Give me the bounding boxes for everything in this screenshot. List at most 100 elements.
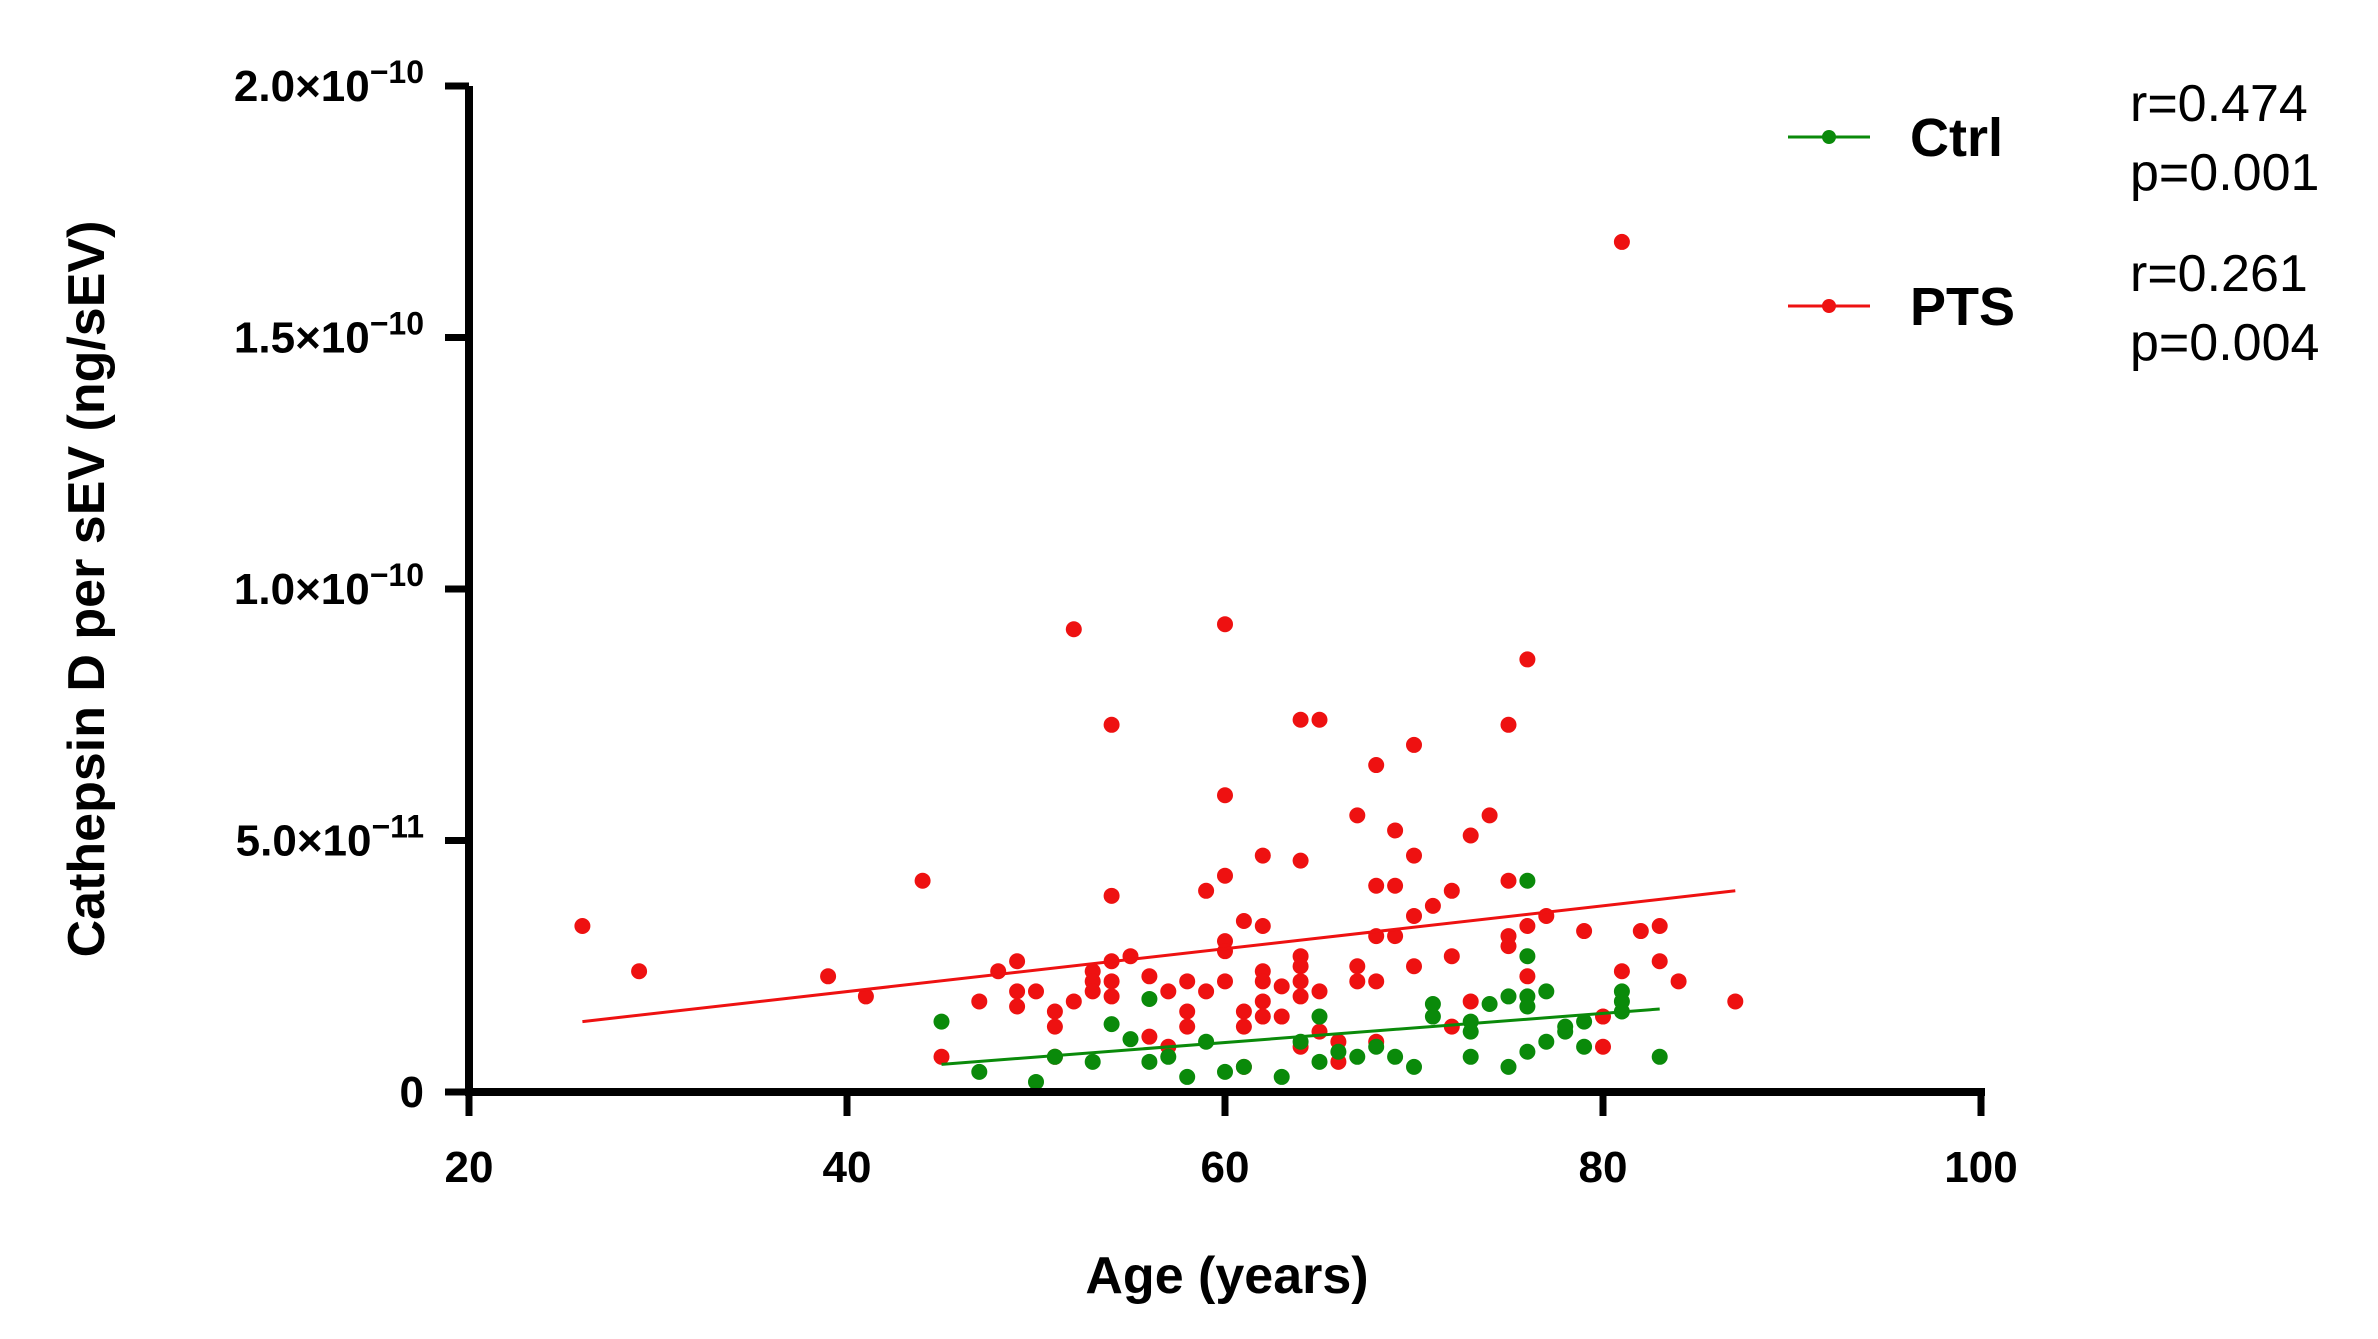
legend-ctrl-label: Ctrl — [1910, 108, 2003, 168]
pts-point — [1311, 711, 1328, 728]
pts-point — [1046, 1003, 1063, 1020]
x-tick-label: 20 — [445, 1143, 494, 1192]
pts-point — [1217, 943, 1233, 960]
ctrl-point — [1311, 1008, 1328, 1025]
pts-point — [1349, 807, 1366, 824]
ctrl-point — [1651, 1048, 1668, 1065]
ctrl-point — [1538, 983, 1555, 1000]
ctrl-point — [1217, 1063, 1233, 1080]
pts-point — [1424, 897, 1441, 914]
pts-point — [1009, 953, 1026, 970]
pts-point — [1046, 1018, 1063, 1035]
pts-point — [1651, 918, 1668, 935]
pts-point — [1028, 983, 1044, 1000]
legend-pts-marker — [1822, 299, 1836, 313]
pts-point — [820, 968, 837, 985]
pts-point — [1368, 757, 1385, 774]
pts-point — [1103, 716, 1120, 733]
pts-point — [1084, 983, 1101, 1000]
pts-point — [1198, 882, 1215, 899]
pts-point — [1443, 948, 1460, 965]
pts-point — [1406, 736, 1422, 753]
y-tick-label: 2.0×10−10 — [234, 54, 424, 111]
pts-point — [1292, 973, 1309, 990]
pts-point — [1349, 958, 1366, 975]
ctrl-point — [1084, 1053, 1101, 1070]
y-tick-label: 5.0×10−11 — [236, 809, 424, 866]
ctrl-point — [1500, 988, 1517, 1005]
pts-trendline — [582, 889, 1736, 1024]
pts-point — [1179, 1018, 1196, 1035]
pts-point — [1595, 1008, 1611, 1025]
stat-ctrl-p: p=0.001 — [2130, 144, 2319, 202]
x-axis-title: Age (years) — [1085, 1247, 1368, 1305]
ctrl-point — [1028, 1073, 1044, 1090]
ctrl-point — [1424, 1008, 1441, 1025]
pts-point — [1443, 1018, 1460, 1035]
pts-point — [1292, 711, 1309, 728]
pts-point — [1651, 953, 1668, 970]
pts-point — [1235, 912, 1252, 929]
pts-point — [1387, 877, 1404, 894]
pts-point — [1217, 787, 1233, 804]
pts-point — [1462, 993, 1479, 1010]
pts-point — [1009, 998, 1026, 1015]
pts-point — [1273, 1008, 1290, 1025]
stat-pts-r: r=0.261 — [2130, 245, 2308, 303]
pts-point — [1065, 993, 1082, 1010]
pts-point — [1576, 923, 1593, 940]
ctrl-point — [1179, 1068, 1196, 1085]
pts-point — [1519, 918, 1536, 935]
ctrl-point — [1519, 948, 1536, 965]
pts-point — [1519, 968, 1536, 985]
y-tick-exponent: −10 — [370, 557, 424, 593]
y-tick-exponent: −11 — [371, 809, 424, 845]
pts-point — [1519, 651, 1536, 668]
pts-point — [1254, 918, 1271, 935]
y-ticks: 05.0×10−111.0×10−101.5×10−102.0×10−10 — [234, 54, 469, 1117]
pts-point — [1670, 973, 1687, 990]
ctrl-point — [1481, 995, 1498, 1012]
ctrl-point — [1538, 1033, 1555, 1050]
y-tick-mantissa: 1.5×10 — [234, 314, 370, 363]
pts-point — [1141, 1028, 1158, 1045]
pts-point — [1613, 233, 1630, 250]
y-axis-title: Cathepsin D per sEV (ng/sEV) — [58, 221, 116, 958]
pts-point — [1368, 973, 1385, 990]
legend-ctrl-marker — [1822, 130, 1836, 144]
ctrl-point — [1576, 1038, 1593, 1055]
pts-point — [1065, 621, 1082, 638]
pts-point — [1217, 973, 1233, 990]
ctrl-point — [1122, 1031, 1139, 1048]
pts-point — [1292, 852, 1309, 869]
pts-point — [631, 963, 648, 980]
ctrl-point — [1235, 1058, 1252, 1075]
pts-point — [1141, 968, 1158, 985]
pts-point — [1160, 983, 1177, 1000]
pts-point — [1179, 1003, 1196, 1020]
pts-point — [1273, 978, 1290, 995]
pts-point — [1406, 958, 1422, 975]
stat-ctrl-r: r=0.474 — [2130, 75, 2308, 133]
ctrl-point — [1500, 1058, 1517, 1075]
ctrl-point — [1519, 872, 1536, 889]
ctrl-point — [1330, 1043, 1347, 1060]
pts-point — [1727, 993, 1744, 1010]
x-ticks: 20 40 60 80 100 — [445, 1092, 2018, 1192]
ctrl-point — [1576, 1013, 1593, 1030]
pts-point — [574, 918, 591, 935]
ctrl-point — [1519, 1043, 1536, 1060]
pts-point — [1235, 1003, 1252, 1020]
ctrl-point — [1198, 1033, 1215, 1050]
y-tick-label: 1.0×10−10 — [234, 557, 424, 614]
x-tick-label: 60 — [1201, 1143, 1250, 1192]
pts-point — [1217, 616, 1233, 633]
pts-point — [971, 993, 988, 1010]
y-tick-exponent: −10 — [370, 54, 424, 90]
y-tick-mantissa: 1.0×10 — [234, 565, 370, 614]
y-tick-exponent: −10 — [370, 306, 424, 342]
series-pts — [574, 233, 1744, 1075]
pts-point — [1368, 877, 1385, 894]
pts-point — [1311, 983, 1328, 1000]
